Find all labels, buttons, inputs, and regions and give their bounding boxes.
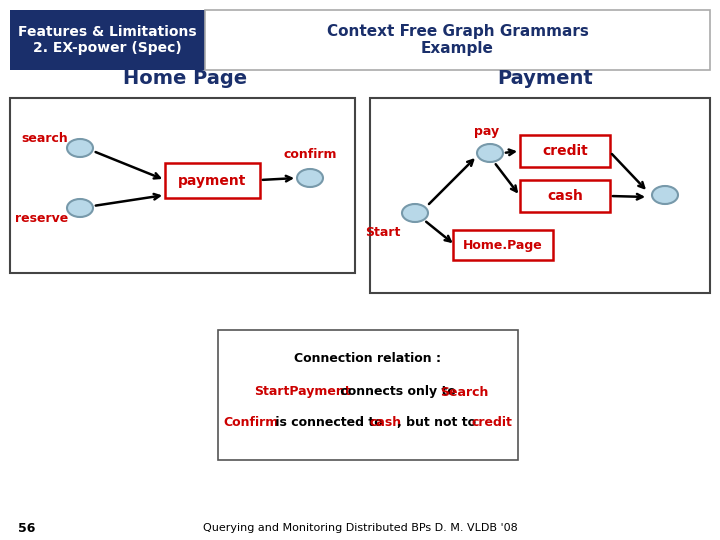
Bar	[205, 10, 710, 70]
Ellipse shape	[67, 139, 93, 157]
Text: confirm: confirm	[283, 148, 337, 161]
Text: payment: payment	[179, 173, 247, 187]
Text: 56: 56	[18, 522, 35, 535]
Text: Start: Start	[364, 226, 400, 240]
Text: pay: pay	[474, 125, 500, 138]
Text: Connection relation :: Connection relation :	[294, 352, 441, 365]
Text: Home Page: Home Page	[123, 69, 247, 88]
Bar	[370, 98, 710, 293]
Text: Confirm: Confirm	[223, 415, 279, 429]
Text: Search: Search	[441, 386, 489, 399]
Ellipse shape	[402, 204, 428, 222]
Text: credit: credit	[472, 415, 513, 429]
Ellipse shape	[477, 144, 503, 162]
Text: Querying and Monitoring Distributed BPs D. M. VLDB '08: Querying and Monitoring Distributed BPs …	[202, 523, 518, 533]
Text: Context Free Graph Grammars
Example: Context Free Graph Grammars Example	[327, 24, 588, 56]
Text: , but not to: , but not to	[397, 415, 480, 429]
Bar	[520, 135, 610, 167]
Text: Home.Page: Home.Page	[463, 239, 543, 252]
Bar	[165, 163, 260, 198]
Text: search: search	[22, 132, 68, 145]
Text: reserve: reserve	[14, 212, 68, 225]
Bar	[520, 180, 610, 212]
Text: connects only to: connects only to	[336, 386, 461, 399]
Bar	[453, 230, 553, 260]
Ellipse shape	[297, 169, 323, 187]
Text: cash: cash	[369, 415, 402, 429]
Text: StartPayment: StartPayment	[255, 386, 351, 399]
Ellipse shape	[67, 199, 93, 217]
Text: credit: credit	[542, 144, 588, 158]
Text: Features & Limitations
2. EX-power (Spec): Features & Limitations 2. EX-power (Spec…	[18, 25, 197, 55]
Bar	[10, 98, 355, 273]
Text: is connected to: is connected to	[271, 415, 387, 429]
Bar	[218, 330, 518, 460]
Text: cash: cash	[547, 189, 583, 203]
Ellipse shape	[652, 186, 678, 204]
Text: Payment: Payment	[497, 69, 593, 88]
Bar	[10, 10, 205, 70]
